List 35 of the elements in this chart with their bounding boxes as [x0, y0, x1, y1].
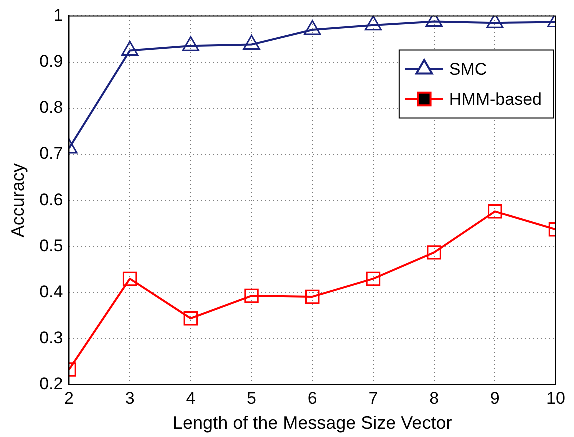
y-tick-label: 1	[54, 6, 64, 25]
point	[243, 35, 260, 50]
x-tick-label: 9	[490, 388, 500, 408]
point	[488, 204, 502, 219]
point	[427, 246, 442, 260]
legend-label: HMM-based	[449, 90, 542, 109]
y-tick-label: 0.6	[40, 190, 64, 210]
x-tick-label: 4	[186, 388, 196, 408]
x-tick-label: 3	[125, 388, 135, 408]
point	[366, 272, 381, 286]
x-tick-label: 2	[64, 388, 74, 408]
y-axis-title: Accuracy	[8, 164, 28, 238]
x-tick-label: 6	[308, 388, 318, 408]
y-tick-label: 0.5	[40, 236, 64, 256]
point	[122, 272, 138, 286]
point	[304, 20, 322, 36]
point	[486, 16, 504, 28]
y-tick-label: 0.4	[40, 282, 64, 302]
y-tick-label: 0.8	[40, 98, 64, 118]
point	[244, 288, 259, 304]
point	[122, 41, 139, 56]
x-tick-label: 5	[247, 388, 257, 408]
y-tick-label: 0.9	[40, 52, 64, 71]
y-tick-label: 0.3	[40, 328, 64, 348]
point	[182, 36, 200, 52]
point	[364, 16, 382, 31]
y-tick-label: 0.7	[40, 144, 64, 164]
x-tick-label: 10	[546, 388, 566, 408]
point	[306, 290, 320, 304]
legend-label: SMC	[449, 60, 488, 79]
x-axis-title: Length of the Message Size Vector	[173, 413, 452, 434]
point	[184, 312, 198, 326]
y-tick-label: 0.2	[40, 374, 64, 394]
x-tick-label: 7	[368, 388, 378, 408]
x-tick-label: 8	[430, 388, 440, 408]
